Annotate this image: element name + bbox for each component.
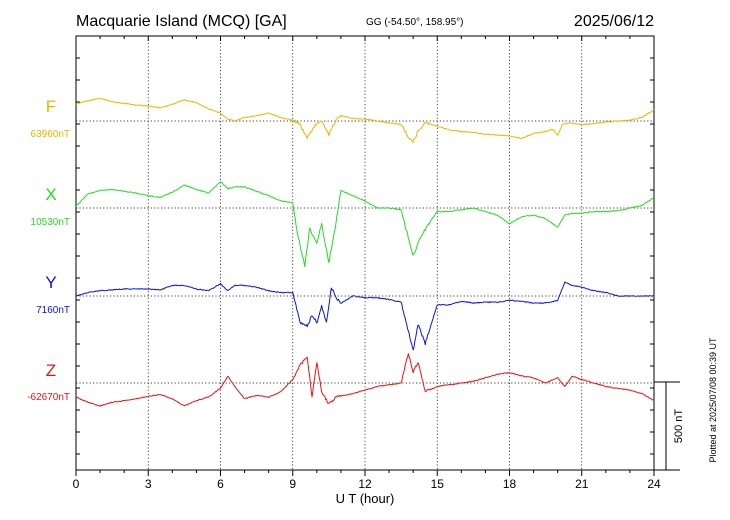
series-name-z: Z	[46, 361, 56, 380]
x-tick-label: 3	[145, 477, 152, 491]
x-tick-label: 21	[575, 477, 589, 491]
x-tick-label: 15	[431, 477, 445, 491]
series-name-x: X	[45, 185, 56, 204]
station-coordinates: GG (-54.50°, 158.95°)	[366, 17, 464, 28]
series-baseline-label-f: 63960nT	[31, 129, 70, 140]
x-tick-label: 24	[647, 477, 661, 491]
series-line-f	[75, 97, 655, 143]
series-line-y	[75, 281, 655, 351]
series-baseline-label-x: 10530nT	[31, 217, 70, 228]
chart-title: Macquarie Island (MCQ) [GA]	[76, 13, 287, 30]
series-line-x	[75, 181, 655, 268]
chart-date: 2025/06/12	[574, 13, 654, 30]
x-tick-labels: 0 3 6 9 12 15 18 21 24	[73, 477, 661, 491]
x-tick-label: 0	[73, 477, 80, 491]
x-tick-label: 9	[289, 477, 296, 491]
ticks	[75, 35, 655, 476]
series-baseline-label-y: 7160nT	[36, 305, 70, 316]
x-tick-label: 18	[503, 477, 517, 491]
series-baseline-label-z: -62670nT	[27, 392, 70, 403]
series-name-f: F	[46, 97, 56, 116]
series-labels: F 63960nT X 10530nT Y 7160nT Z -62670nT	[27, 97, 70, 403]
baselines	[76, 120, 654, 384]
grid	[147, 36, 583, 470]
scale-bar-label: 500 nT	[673, 409, 685, 444]
x-tick-label: 6	[217, 477, 224, 491]
series-line-z	[75, 353, 655, 407]
series-name-y: Y	[45, 273, 56, 292]
x-tick-label: 12	[358, 477, 372, 491]
series-lines	[75, 97, 655, 407]
x-axis-label: U T (hour)	[336, 491, 395, 506]
plotted-timestamp: Plotted at 2025/07/08 00:39 UT	[708, 337, 718, 463]
